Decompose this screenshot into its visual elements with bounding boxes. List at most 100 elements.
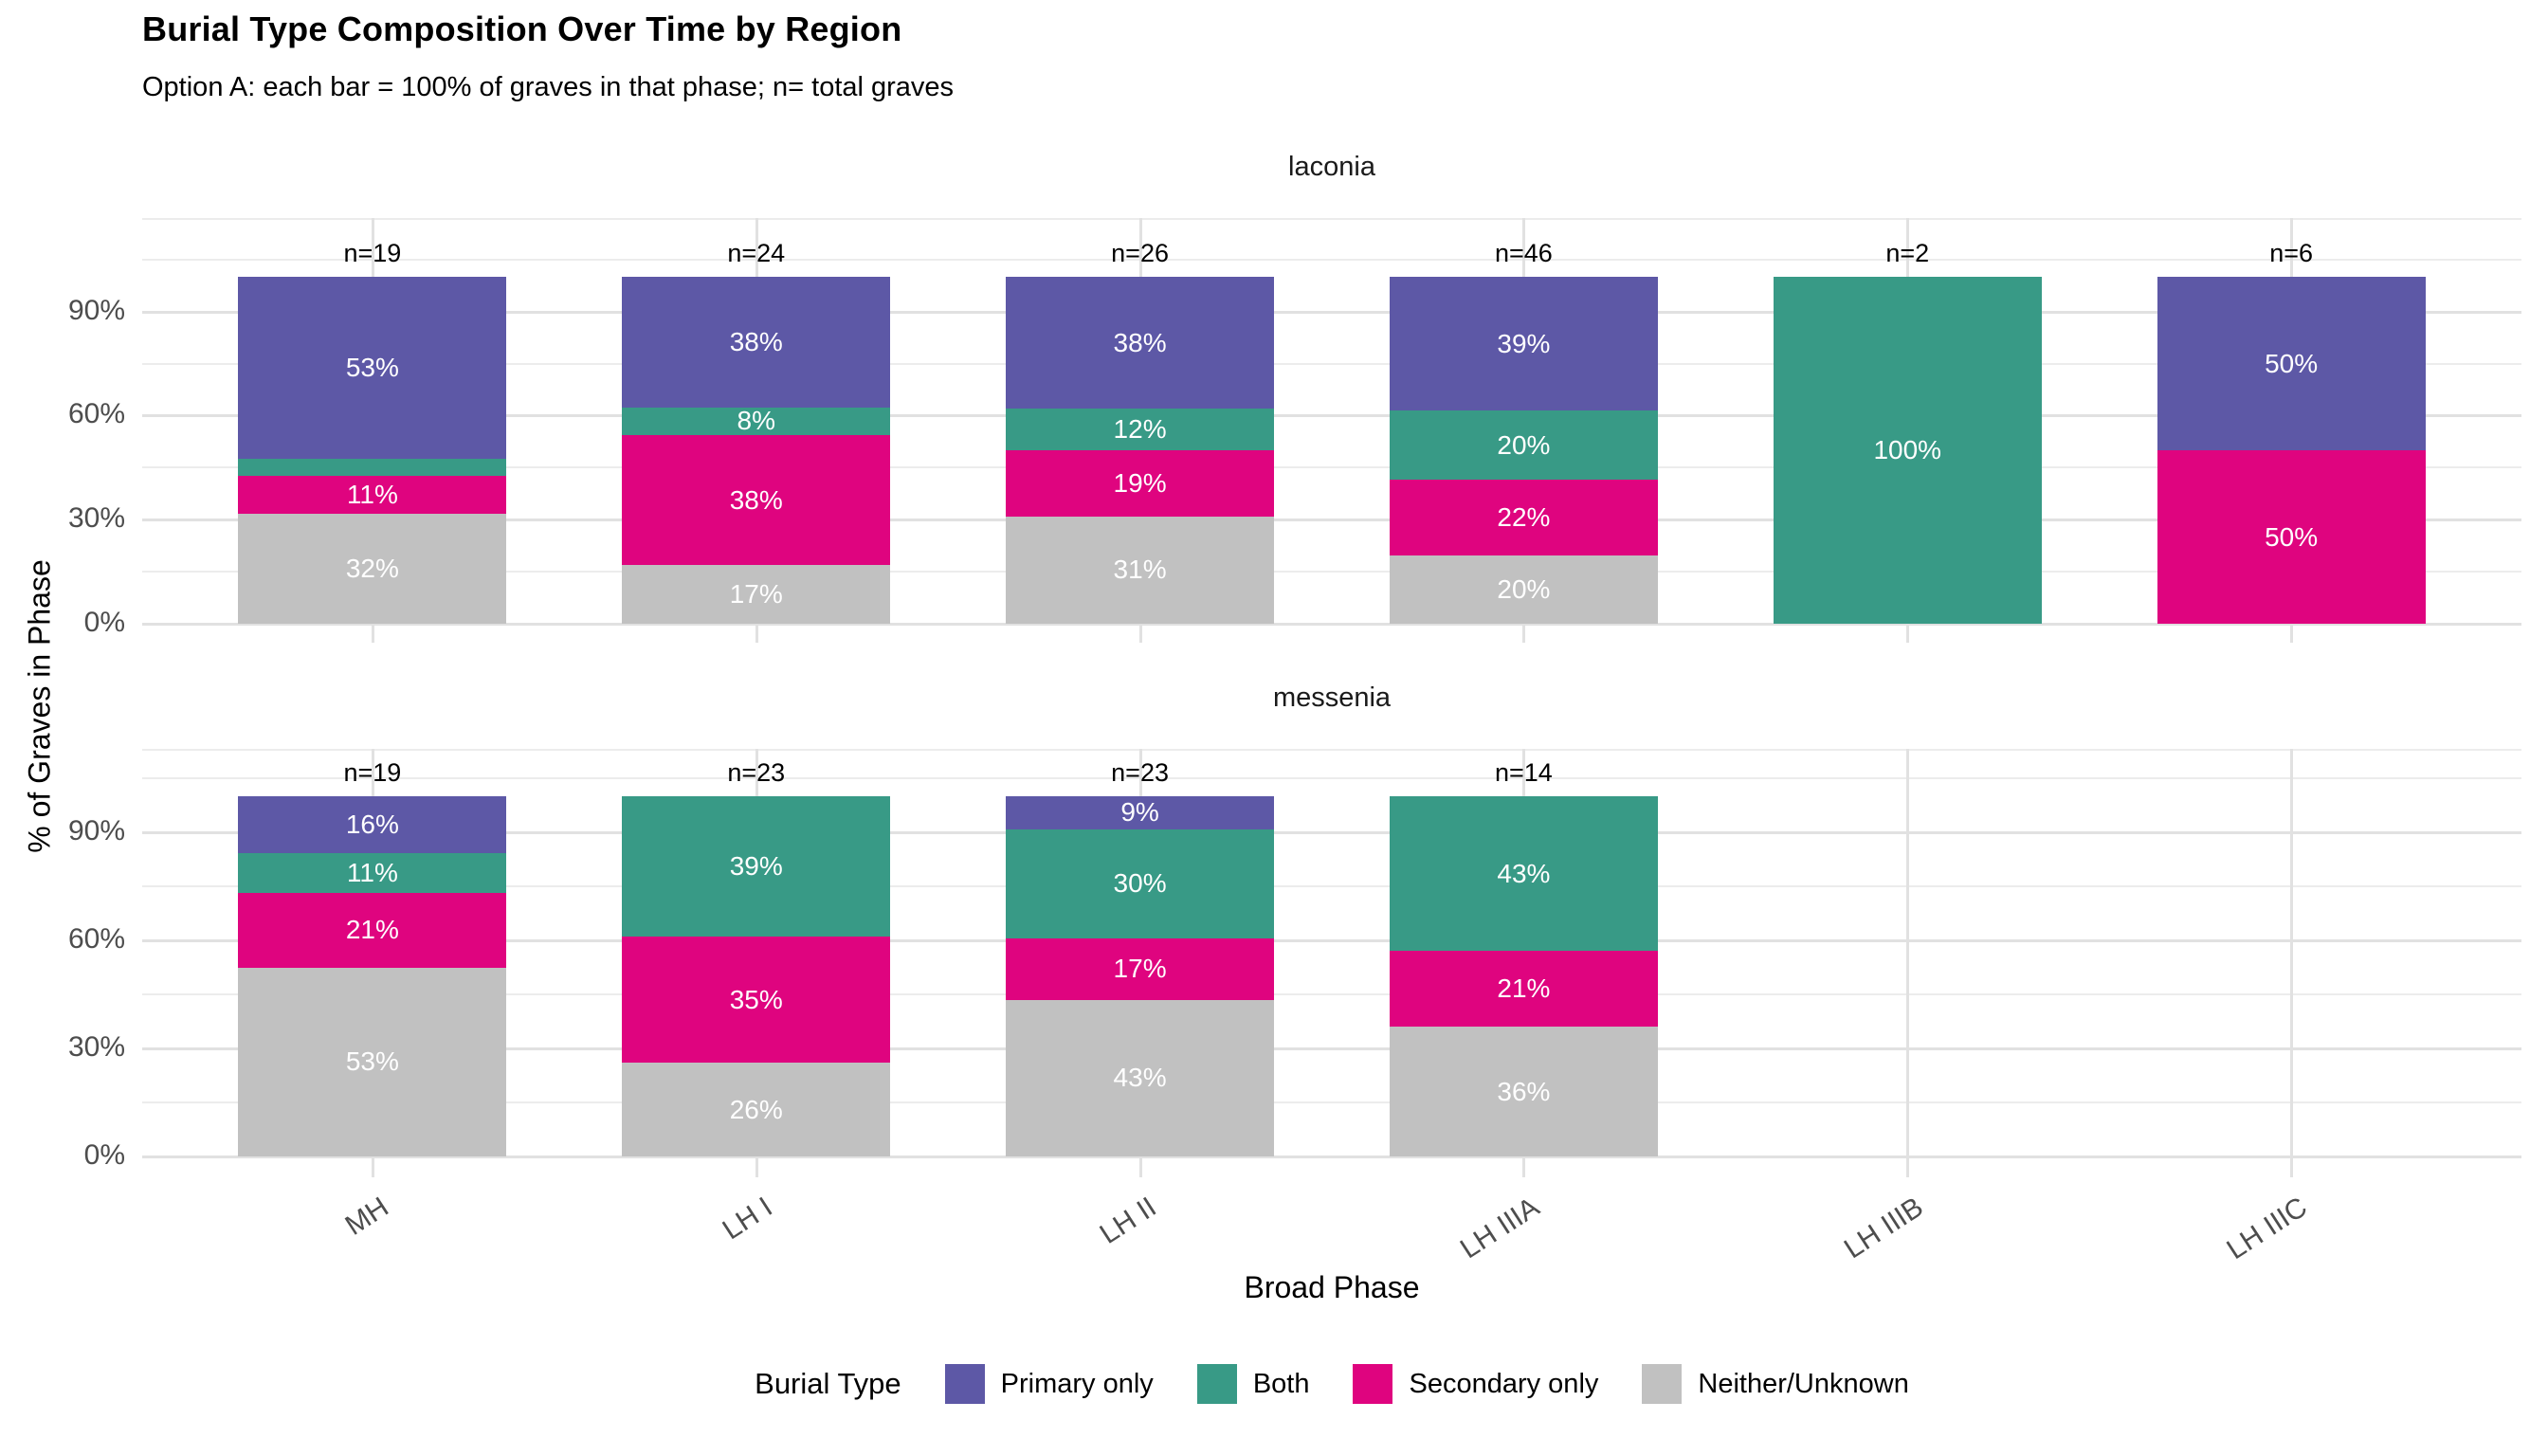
gridline-minor <box>142 777 2521 779</box>
bar-n-label: n=24 <box>727 239 786 267</box>
bar-segment-secondary-only: 17% <box>1006 937 1275 1000</box>
gridline-minor <box>142 571 2521 573</box>
gridline-major <box>142 414 2521 418</box>
y-tick-label: 30% <box>67 1031 125 1063</box>
bar-segment-primary-only: 53% <box>238 277 507 460</box>
legend-entry-label: Secondary only <box>1409 1368 1599 1399</box>
legend-entry: Primary only <box>944 1364 1154 1404</box>
bar-segment-neither-unknown: 26% <box>622 1063 891 1156</box>
bar-segment-neither-unknown: 32% <box>238 514 507 624</box>
y-tick-label: 30% <box>67 502 125 535</box>
bar-segment-value: 30% <box>1113 868 1167 899</box>
bar-segment-both: 12% <box>1006 409 1275 450</box>
y-tick-label: 0% <box>83 607 125 638</box>
y-tick-label: 90% <box>67 294 125 326</box>
legend-title: Burial Type <box>755 1367 901 1400</box>
bar-segment-value: 20% <box>1497 573 1551 604</box>
facet-label-laconia: laconia <box>1288 152 1375 182</box>
bar-n-label: n=2 <box>1885 239 1930 267</box>
bar-segment-neither-unknown: 20% <box>1389 555 1658 624</box>
panel-messenia: 53% 21% 11% 16% n=19 26% 35% 39% n=23 43% 17% 30% 9%… <box>142 749 2521 1177</box>
bar-segment-value: 17% <box>1113 954 1167 984</box>
bar-segment-value: 32% <box>345 554 399 583</box>
legend-swatch-icon <box>1642 1364 1683 1404</box>
y-tick-label: 0% <box>83 1139 125 1171</box>
bar-segment-value: 39% <box>1497 328 1551 358</box>
legend-entry: Both <box>1196 1364 1309 1404</box>
gridline-minor <box>142 749 2521 751</box>
legend-entry: Neither/Unknown <box>1642 1364 1909 1404</box>
gridline-major <box>142 1047 2521 1050</box>
bar-segment-both: 20% <box>1389 410 1658 480</box>
y-tick-label: 60% <box>67 923 125 955</box>
panel-laconia: 32% 11% 53% n=19 17% 38% 8% 38% n=24 31% 19% 12% 38%… <box>142 218 2521 643</box>
bar-segment-secondary-only: 22% <box>1389 479 1658 555</box>
bar-segment-value: 100% <box>1873 435 1942 464</box>
bar-segment-primary-only: 16% <box>238 796 507 854</box>
gridline-vertical <box>1906 749 1910 1177</box>
gridline-major <box>142 623 2521 626</box>
y-tick-label: 90% <box>67 815 125 846</box>
bar-segment-neither-unknown: 36% <box>1389 1027 1658 1156</box>
bar-n-label: n=46 <box>1494 239 1553 267</box>
gridline-minor <box>142 466 2521 469</box>
bar-segment-value: 9% <box>1120 797 1159 828</box>
bar-segment-primary-only: 39% <box>1389 277 1658 411</box>
bar-segment-secondary-only: 11% <box>238 476 507 515</box>
bar-segment-secondary-only: 21% <box>1389 951 1658 1028</box>
bar-segment-value: 53% <box>345 353 399 383</box>
bar-segment-neither-unknown: 53% <box>238 967 507 1156</box>
bar-n-label: n=19 <box>343 239 402 267</box>
gridline-minor <box>142 362 2521 365</box>
legend-entry-label: Primary only <box>1000 1368 1154 1399</box>
bar-segment-neither-unknown: 17% <box>622 565 891 624</box>
bar-segment-primary-only: 50% <box>2157 277 2426 450</box>
bar-segment-value: 22% <box>1497 501 1551 532</box>
y-tick-label: 60% <box>67 398 125 430</box>
bar-segment-value: 50% <box>2265 348 2319 378</box>
bar-segment-both: 11% <box>238 853 507 893</box>
bar-segment-value: 11% <box>346 857 398 887</box>
legend-entry: Secondary only <box>1353 1364 1598 1404</box>
bar-segment-primary-only: 9% <box>1006 796 1275 829</box>
bar-segment-secondary-only: 50% <box>2157 450 2426 624</box>
gridline-major <box>142 1156 2521 1158</box>
legend-entry-label: Neither/Unknown <box>1698 1368 1909 1399</box>
bar-segment-value: 38% <box>729 326 783 356</box>
bar-segment-value: 11% <box>346 480 398 510</box>
gridline-vertical <box>2290 749 2294 1177</box>
legend-swatch-icon <box>1196 1364 1237 1404</box>
bar-segment-both: 30% <box>1006 828 1275 938</box>
bar-segment-secondary-only: 35% <box>622 937 891 1064</box>
gridline-major <box>142 519 2521 522</box>
chart-subtitle: Option A: each bar = 100% of graves in t… <box>142 72 955 102</box>
bar-segment-value: 21% <box>345 915 399 945</box>
gridline-minor <box>142 218 2521 220</box>
bar-segment-value: 19% <box>1113 467 1167 498</box>
bar-n-label: n=23 <box>1111 758 1169 787</box>
bar-segment-value: 21% <box>1497 974 1551 1004</box>
x-axis-title: Broad Phase <box>1244 1270 1420 1304</box>
bar-n-label: n=26 <box>1111 239 1169 267</box>
bar-segment-value: 17% <box>729 579 783 610</box>
gridline-minor <box>142 1101 2521 1103</box>
facet-label-messenia: messenia <box>1272 682 1392 713</box>
bar-segment-value: 43% <box>1113 1063 1167 1093</box>
bar-n-label: n=6 <box>2269 239 2313 267</box>
bar-segment-value: 35% <box>729 984 783 1014</box>
bar-segment-value: 39% <box>729 851 783 882</box>
bar-segment-value: 43% <box>1497 858 1551 888</box>
bar-segment-both: 100% <box>1773 277 2042 624</box>
bar-segment-neither-unknown: 43% <box>1006 999 1275 1156</box>
y-axis-title: % of Graves in Phase <box>22 559 57 853</box>
legend-swatch-icon <box>1353 1364 1393 1404</box>
bar-n-label: n=23 <box>727 758 786 787</box>
bar-segment-both <box>238 459 507 477</box>
bar-segment-both: 39% <box>622 796 891 937</box>
bar-segment-value: 38% <box>1113 327 1167 357</box>
gridline-minor <box>142 993 2521 995</box>
bar-segment-value: 12% <box>1113 414 1167 445</box>
gridline-minor <box>142 258 2521 261</box>
bar-segment-neither-unknown: 31% <box>1006 516 1275 624</box>
